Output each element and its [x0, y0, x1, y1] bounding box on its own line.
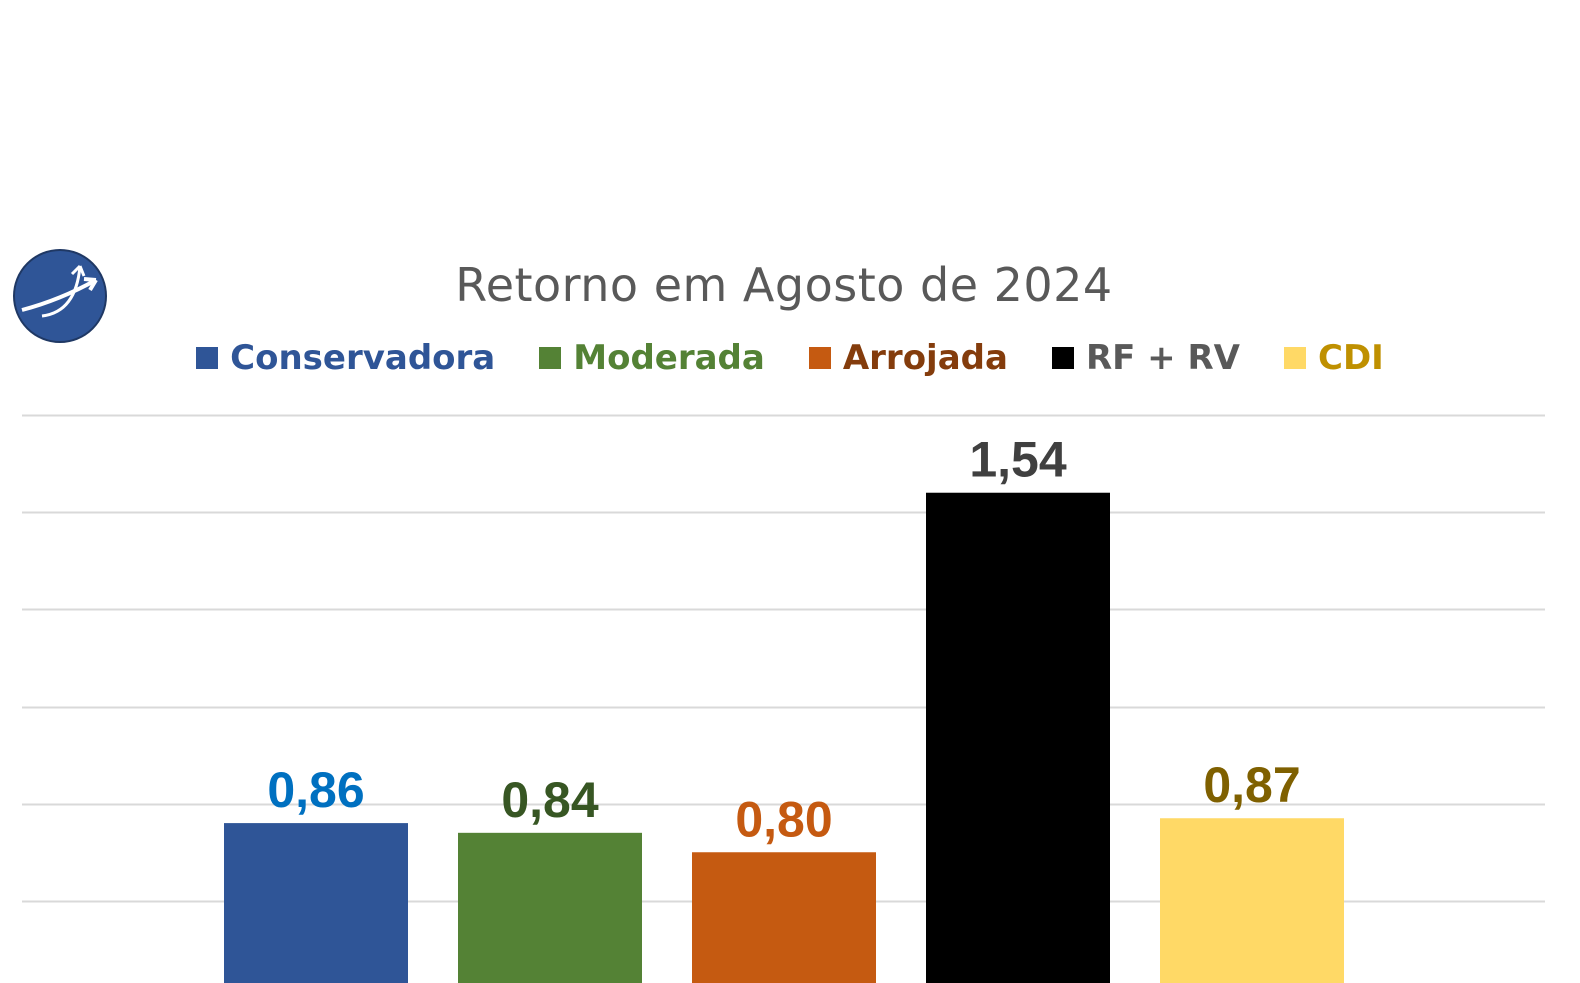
- value-label: 0,80: [735, 791, 832, 847]
- legend-label: Conservadora: [230, 338, 496, 378]
- legend-item: Arrojada: [808, 338, 1008, 378]
- bar-cdi: [1160, 818, 1344, 983]
- legend-item: CDI: [1284, 338, 1384, 378]
- legend-label: Moderada: [573, 338, 765, 378]
- legend-label: CDI: [1318, 338, 1384, 378]
- legend-item: Conservadora: [196, 338, 495, 378]
- legend-swatch: [808, 347, 831, 369]
- legend-swatch: [1051, 347, 1074, 369]
- company-logo: [12, 248, 108, 344]
- value-labels: 0,86 0,84 0,80 1,54 0,87: [267, 432, 1300, 848]
- bar-conservadora: [224, 823, 408, 983]
- legend-item: Moderada: [539, 338, 765, 378]
- legend-swatch: [1284, 347, 1306, 369]
- value-label: 0,87: [1203, 757, 1300, 813]
- chart-title: Retorno em Agosto de 2024: [455, 258, 1113, 312]
- bar-arrojada: [692, 852, 876, 983]
- bar-rf-rv: [926, 492, 1110, 983]
- value-label: 0,86: [267, 762, 364, 818]
- legend-label: RF + RV: [1085, 338, 1240, 378]
- legend-item: RF + RV: [1051, 338, 1240, 378]
- legend-swatch: [196, 347, 219, 369]
- value-label: 1,54: [969, 432, 1067, 488]
- legend-label: Arrojada: [842, 338, 1008, 378]
- value-label: 0,84: [501, 772, 599, 828]
- legend-swatch: [539, 347, 562, 369]
- bar-moderada: [458, 832, 642, 983]
- legend: Conservadora Moderada Arrojada RF + RV CDI: [0, 338, 1580, 378]
- bars: [224, 492, 1344, 983]
